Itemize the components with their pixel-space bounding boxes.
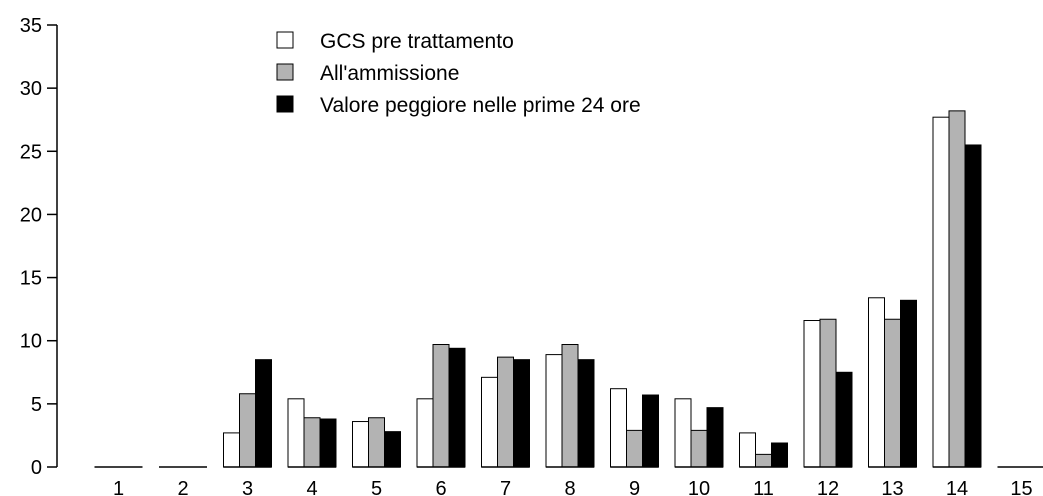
x-tick-label: 13 <box>881 478 903 496</box>
bar <box>642 394 659 468</box>
x-tick-label: 10 <box>688 478 710 496</box>
bar <box>819 318 837 468</box>
x-tick-label: 3 <box>242 478 253 496</box>
bar <box>577 359 595 468</box>
legend-label: All'ammissione <box>320 62 459 85</box>
y-tick-label: 5 <box>31 394 42 416</box>
bar <box>239 393 256 468</box>
bar <box>287 398 305 468</box>
x-tick-label: 7 <box>500 478 511 496</box>
bar <box>255 359 272 468</box>
y-tick-label: 25 <box>20 141 42 163</box>
x-tick-label: 2 <box>177 478 188 496</box>
bar <box>384 431 401 468</box>
y-tick-label: 15 <box>20 268 42 290</box>
bar <box>432 344 450 468</box>
y-tick-label: 30 <box>20 78 42 100</box>
bar <box>352 421 369 468</box>
y-tick-label: 20 <box>20 204 42 226</box>
bar <box>690 429 708 468</box>
legend-label: GCS pre trattamento <box>320 30 514 53</box>
bar <box>223 432 240 468</box>
legend-swatch <box>276 95 294 113</box>
x-axis-labels: 1 2 3 4 5 6 7 8 9 10 11 12 13 14 15 <box>113 478 1033 496</box>
y-tick-label: 0 <box>31 457 42 479</box>
bar <box>416 398 434 468</box>
bars <box>94 110 1043 468</box>
bar <box>803 320 821 468</box>
bar <box>561 344 579 468</box>
bar <box>964 144 982 468</box>
y-axis: 0 5 10 15 20 25 30 35 <box>20 15 58 479</box>
bar <box>319 418 337 468</box>
x-tick-label: 6 <box>435 478 446 496</box>
bar <box>368 417 385 468</box>
x-tick-label: 12 <box>817 478 839 496</box>
bar <box>948 110 966 468</box>
x-tick-label: 11 <box>753 478 774 496</box>
x-tick-label: 9 <box>629 478 640 496</box>
bar <box>448 347 466 468</box>
bar <box>900 299 917 468</box>
bar <box>497 356 514 468</box>
y-tick-label: 10 <box>20 331 42 353</box>
x-tick-label: 14 <box>946 478 968 496</box>
bar <box>755 453 772 468</box>
bar <box>674 398 692 468</box>
bar <box>626 429 643 468</box>
legend: GCS pre trattamento All'ammissione Valore … <box>276 30 641 117</box>
bar <box>884 318 901 468</box>
x-tick-label: 1 <box>113 478 124 496</box>
bar <box>706 407 724 468</box>
y-tick-label: 35 <box>20 15 42 37</box>
bar <box>835 371 853 468</box>
legend-swatch <box>276 31 294 49</box>
x-tick-label: 4 <box>306 478 317 496</box>
bar <box>545 354 563 468</box>
bar <box>932 116 950 468</box>
x-tick-label: 15 <box>1010 478 1032 496</box>
bar <box>303 417 321 468</box>
x-tick-label: 5 <box>371 478 382 496</box>
bar <box>610 388 627 468</box>
bar <box>513 359 530 468</box>
x-tick-label: 8 <box>564 478 575 496</box>
bar <box>771 442 788 468</box>
legend-swatch <box>276 63 294 81</box>
bar <box>739 432 756 468</box>
bar <box>868 297 885 468</box>
legend-label: Valore peggiore nelle prime 24 ore <box>320 94 641 117</box>
bar <box>481 376 498 468</box>
